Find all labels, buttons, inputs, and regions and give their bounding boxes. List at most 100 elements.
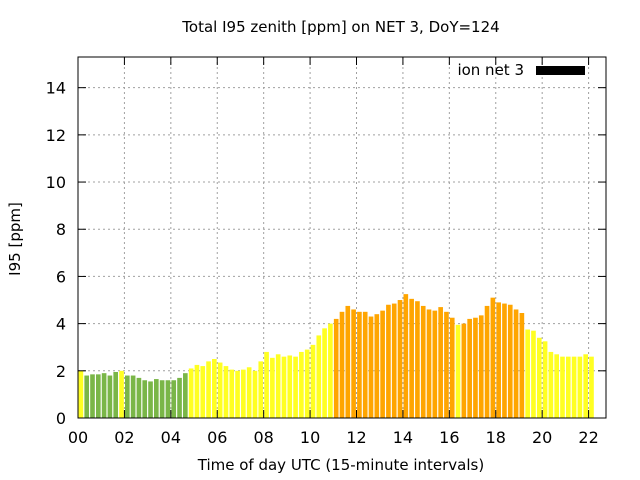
y-tick-label: 4 [56, 315, 66, 334]
y-tick-label: 14 [46, 79, 66, 98]
x-tick-label: 16 [439, 428, 459, 447]
bar [380, 310, 385, 418]
bar [357, 311, 362, 418]
bar [206, 361, 211, 418]
bar [136, 377, 142, 418]
bar [496, 302, 501, 418]
x-tick-label: 20 [532, 428, 552, 447]
bar [310, 344, 316, 418]
bar [299, 351, 304, 418]
bar [171, 380, 177, 418]
bar [177, 377, 182, 418]
bar [473, 317, 478, 418]
bar [420, 305, 426, 418]
bar [455, 324, 461, 418]
bar [333, 318, 339, 418]
bar [507, 304, 513, 418]
legend: ion net 3 [457, 61, 585, 79]
bar [142, 380, 148, 418]
bar [409, 298, 414, 418]
bar [438, 307, 443, 418]
x-tick-label: 14 [393, 428, 413, 447]
bar [241, 369, 246, 418]
bar [113, 371, 119, 418]
x-axis-ticks: 00 02 04 06 08 10 12 14 16 18 20 22 [68, 57, 599, 447]
bar [548, 351, 554, 418]
bar [339, 311, 345, 418]
bar [577, 356, 583, 418]
bar [525, 329, 530, 418]
x-tick-label: 10 [300, 428, 320, 447]
bar [90, 374, 95, 418]
bar [467, 318, 472, 418]
bar [235, 370, 240, 418]
bar [246, 367, 252, 418]
bar [542, 341, 548, 418]
bar [212, 359, 217, 418]
x-tick-label: 22 [578, 428, 598, 447]
bar [536, 337, 542, 418]
x-tick-label: 18 [486, 428, 506, 447]
bar [304, 349, 310, 418]
bar [270, 357, 275, 418]
x-tick-label: 02 [114, 428, 134, 447]
bar [148, 381, 153, 418]
bar [449, 317, 455, 418]
bar [565, 356, 571, 418]
bar [200, 366, 206, 418]
bar [316, 335, 322, 418]
bar [154, 379, 159, 418]
bar [101, 373, 107, 418]
bar [368, 316, 374, 418]
bar [513, 309, 519, 418]
bar [444, 311, 449, 418]
bar [391, 303, 397, 418]
bar [484, 305, 490, 418]
bar [84, 375, 90, 418]
y-tick-label: 10 [46, 173, 66, 192]
bar [403, 294, 409, 418]
bar [519, 313, 525, 418]
bar [95, 374, 101, 418]
bar [188, 368, 194, 418]
bar [130, 375, 136, 418]
bar [264, 351, 269, 418]
y-tick-label: 12 [46, 126, 66, 145]
bar [322, 328, 327, 418]
x-axis-label: Time of day UTC (15-minute intervals) [197, 456, 484, 474]
bar [432, 310, 438, 418]
x-tick-label: 08 [253, 428, 273, 447]
bar [531, 330, 536, 418]
bar [107, 375, 113, 418]
y-tick-label: 0 [56, 409, 66, 428]
chart-title: Total I95 zenith [ppm] on NET 3, DoY=124 [181, 18, 499, 36]
plot-frame [77, 56, 607, 419]
bar [275, 354, 281, 418]
x-tick-label: 12 [346, 428, 366, 447]
bar [183, 373, 188, 418]
x-tick-label: 06 [207, 428, 227, 447]
bar [229, 369, 235, 418]
x-tick-label: 04 [161, 428, 181, 447]
bar [119, 370, 124, 418]
bar [560, 356, 565, 418]
bar [362, 311, 368, 418]
bar-series [78, 294, 594, 418]
bar [589, 356, 594, 418]
y-tick-label: 8 [56, 220, 66, 239]
bar [386, 304, 391, 418]
bar [351, 309, 356, 418]
bar [426, 309, 432, 418]
legend-swatch [536, 66, 585, 75]
bar [502, 303, 507, 418]
grid [78, 57, 606, 418]
y-tick-label: 6 [56, 267, 66, 286]
bar [194, 364, 200, 418]
bar [287, 355, 293, 418]
bar [345, 305, 351, 418]
bar [217, 362, 223, 418]
bar [374, 314, 380, 418]
bar [397, 300, 403, 418]
bar [165, 380, 171, 418]
